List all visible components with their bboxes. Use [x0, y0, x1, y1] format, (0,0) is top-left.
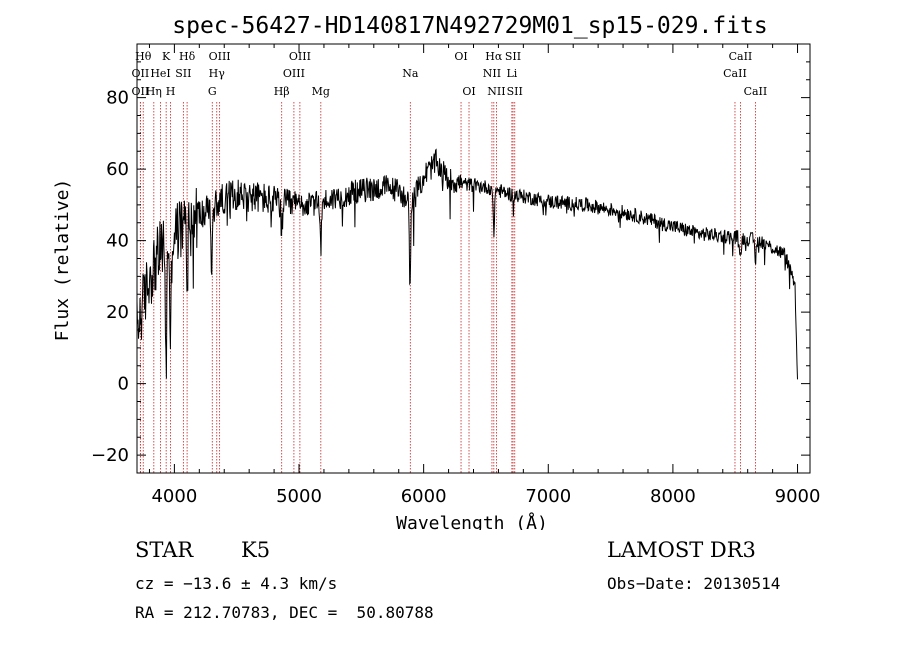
x-tick-label-0: 4000: [151, 486, 197, 507]
x-tick-label-3: 7000: [525, 486, 571, 507]
line-label-17: OI: [454, 50, 467, 63]
line-label-27: CaII: [744, 85, 768, 98]
line-label-22: SII: [505, 50, 521, 63]
y-tick-label-4: 60: [106, 159, 129, 180]
line-label-23: Li: [506, 67, 517, 80]
line-label-5: Hη: [146, 85, 162, 98]
y-axis-label: Flux (relative): [52, 179, 73, 342]
line-label-25: CaII: [729, 50, 753, 63]
y-axis: −20 0 20 40 60 80: [91, 44, 810, 473]
line-label-11: G: [208, 85, 217, 98]
line-label-26: CaII: [723, 67, 747, 80]
line-label-8: SII: [175, 67, 191, 80]
line-label-21: NII: [487, 85, 505, 98]
line-label-4: HeI: [150, 67, 170, 80]
line-label-15: Mg: [312, 85, 330, 98]
y-tick-label-1: 0: [118, 374, 129, 395]
x-tick-label-1: 5000: [276, 486, 322, 507]
x-axis: 4000 5000 6000 7000 8000 9000: [149, 44, 820, 507]
line-label-24: SII: [507, 85, 523, 98]
chart-title: spec-56427-HD140817N492729M01_sp15-029.f…: [172, 13, 767, 39]
survey-name: LAMOST DR3: [607, 538, 756, 562]
y-tick-label-2: 20: [106, 302, 129, 323]
line-label-6: H: [166, 85, 176, 98]
x-tick-label-4: 8000: [650, 486, 696, 507]
line-label-3: K: [162, 50, 171, 63]
line-label-10: Hγ: [209, 67, 226, 80]
line-label-20: NII: [483, 67, 501, 80]
line-label-7: Hδ: [179, 50, 196, 63]
spectrum-trace: [137, 150, 798, 380]
y-tick-label-5: 80: [106, 88, 129, 109]
coordinates: RA = 212.70783, DEC = 50.80788: [135, 603, 434, 622]
x-axis-label: Wavelength (Å): [396, 512, 548, 530]
line-label-12: Hβ: [274, 85, 290, 98]
object-class: STAR: [135, 538, 193, 562]
line-label-0: Hθ: [135, 50, 152, 63]
line-label-9: OIII: [209, 50, 231, 63]
object-subclass: K5: [241, 538, 270, 562]
y-tick-label-0: −20: [91, 445, 129, 466]
plot-frame: [137, 44, 810, 473]
line-label-1: OII: [132, 67, 150, 80]
spectral-line-markers: [140, 102, 755, 473]
line-label-16: Na: [402, 67, 419, 80]
line-label-19: Hα: [485, 50, 503, 63]
line-label-14: OIII: [283, 67, 305, 80]
x-tick-label-2: 6000: [401, 486, 447, 507]
observation-date: Obs−Date: 20130514: [607, 574, 780, 593]
spectrum-chart: spec-56427-HD140817N492729M01_sp15-029.f…: [0, 0, 900, 530]
line-label-18: OI: [462, 85, 475, 98]
y-tick-label-3: 40: [106, 231, 129, 252]
redshift-cz: cz = −13.6 ± 4.3 km/s: [135, 574, 337, 593]
x-tick-label-5: 9000: [775, 486, 821, 507]
line-label-13: OIII: [289, 50, 311, 63]
